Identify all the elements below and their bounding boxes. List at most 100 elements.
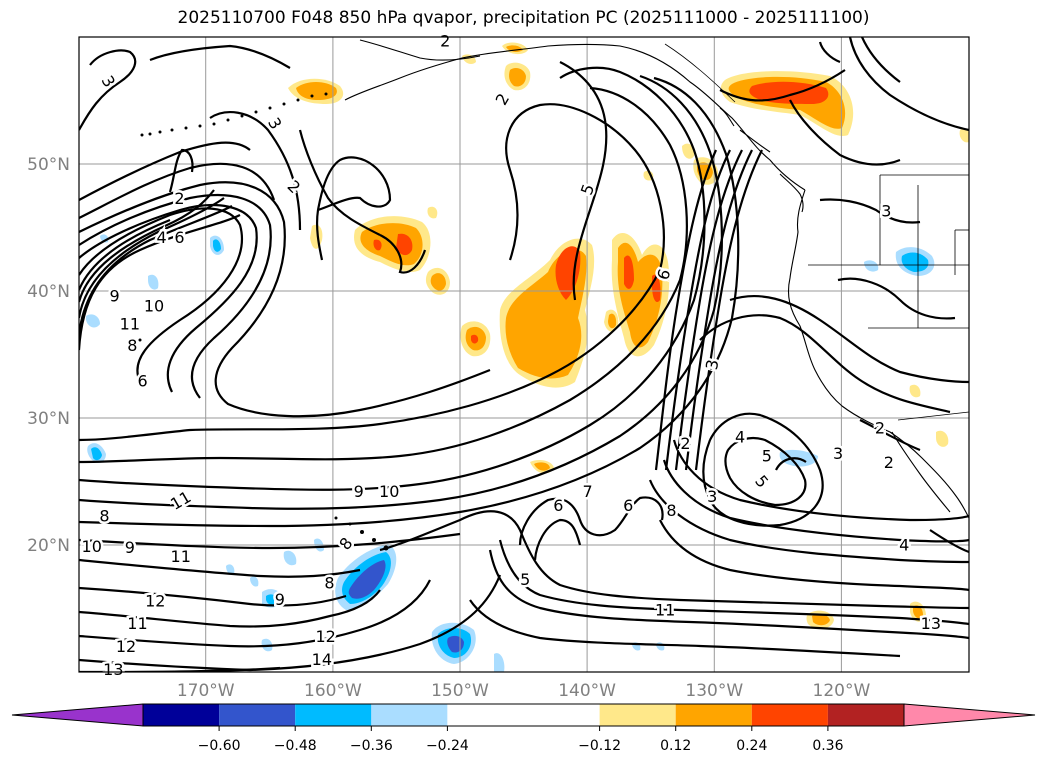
island-mark <box>254 110 258 114</box>
contour-line <box>859 419 921 452</box>
contour-line <box>559 61 608 301</box>
contour-line <box>659 519 969 592</box>
precip-negative-area <box>91 447 102 461</box>
contour-line <box>79 579 431 648</box>
precip-positive-area <box>373 239 382 251</box>
borders <box>664 43 969 421</box>
contour-line <box>79 586 347 607</box>
precip-negative-area <box>250 576 259 587</box>
contour-line <box>79 214 241 351</box>
precip-positive-area <box>396 233 413 256</box>
contour-line <box>684 149 753 471</box>
contour-line <box>819 198 921 224</box>
contour-line <box>79 574 502 672</box>
border-alaska-canada <box>664 43 736 103</box>
precip-positive-area <box>749 81 829 104</box>
colorbar-tick-label: 0.12 <box>660 738 691 754</box>
contour-label: 12 <box>116 637 136 656</box>
precip-positive-area <box>608 313 617 329</box>
colorbar-extend-min <box>11 703 144 727</box>
contour-label: 2 <box>440 31 450 50</box>
precip-positive-area <box>936 430 949 447</box>
contour-line <box>298 129 381 236</box>
lat-tick-labels: 50°N 40°N 30°N 20°N <box>27 155 70 556</box>
colorbar-segment <box>751 704 828 726</box>
qvapor-contours <box>79 37 969 672</box>
precip-positive-area <box>471 334 479 344</box>
precip-positive-area <box>296 82 337 100</box>
contour-line <box>79 162 276 219</box>
lon-tick-labels: 170°W 160°W 150°W 140°W 130°W 120°W <box>177 681 871 701</box>
contour-label: 2 <box>875 419 885 438</box>
contour-line <box>79 189 215 303</box>
contour-line <box>694 149 763 471</box>
coastline-vancouver <box>779 173 804 213</box>
contour-line <box>168 148 194 193</box>
map-frame <box>78 36 970 673</box>
colorbar-segment <box>143 704 220 726</box>
contour-label: 6 <box>553 496 563 515</box>
contour-line <box>79 181 491 418</box>
contour-line <box>518 496 664 546</box>
contour-line <box>79 558 361 578</box>
contour-label: 3 <box>97 72 119 90</box>
coastline-northwest <box>787 189 969 519</box>
precip-negative-area <box>148 274 159 290</box>
contour-line <box>79 589 381 628</box>
island-mark <box>184 126 188 130</box>
precip-negative-area <box>226 564 235 575</box>
contour-line <box>209 111 302 231</box>
contour-line <box>775 457 807 471</box>
contour-line <box>724 436 807 507</box>
contour-label: 7 <box>582 482 592 501</box>
precip-positive-area <box>427 206 438 219</box>
contour-line <box>79 193 272 399</box>
contour-line <box>379 510 969 610</box>
lon-tick-label: 150°W <box>431 681 489 701</box>
precip-positive-area <box>812 613 830 626</box>
contour-line <box>729 295 969 384</box>
precip-negative-area <box>864 260 879 272</box>
contour-label: 2 <box>884 453 894 472</box>
island-mark <box>170 128 174 132</box>
precip-negative-area <box>494 653 505 672</box>
precip-negative-area <box>283 550 297 566</box>
precip-positive-area <box>909 384 921 398</box>
contour-label: 11 <box>171 547 191 566</box>
contour-label: 2 <box>174 189 184 208</box>
colorbar-segment <box>371 704 448 726</box>
contour-label: 3 <box>702 358 722 371</box>
precip-negative-area <box>266 594 278 605</box>
contour-label: 8 <box>127 336 137 355</box>
contour-label: 6 <box>174 228 184 247</box>
contour-label: 6 <box>623 496 633 515</box>
precipitation-shading <box>86 42 969 672</box>
island-mark <box>324 92 328 96</box>
contour-label: 10 <box>379 482 399 501</box>
contour-line <box>533 518 582 561</box>
contour-line <box>79 66 706 491</box>
contour-label: 10 <box>82 537 102 556</box>
island-mark <box>226 118 230 122</box>
contour-line <box>929 529 969 554</box>
contour-line <box>149 44 291 69</box>
precip-negative-area <box>213 239 221 252</box>
coastlines <box>344 39 969 519</box>
contour-label: 12 <box>315 627 335 646</box>
lat-tick-label: 30°N <box>27 409 70 429</box>
contour-label: 8 <box>99 506 109 525</box>
precip-negative-area <box>348 560 386 599</box>
contour-line <box>79 76 740 528</box>
contour-label: 11 <box>655 600 675 619</box>
contour-label: 9 <box>110 287 120 306</box>
contour-line <box>648 479 969 564</box>
contour-label: 4 <box>735 428 745 447</box>
precip-positive-area <box>682 143 695 159</box>
contour-line <box>79 205 233 336</box>
contour-line <box>79 141 251 201</box>
colorbar-segment <box>447 704 600 726</box>
island-mark <box>282 102 286 106</box>
colorbar-segment <box>599 704 676 726</box>
contour-line <box>315 156 392 261</box>
coastline-alaska <box>344 43 806 191</box>
